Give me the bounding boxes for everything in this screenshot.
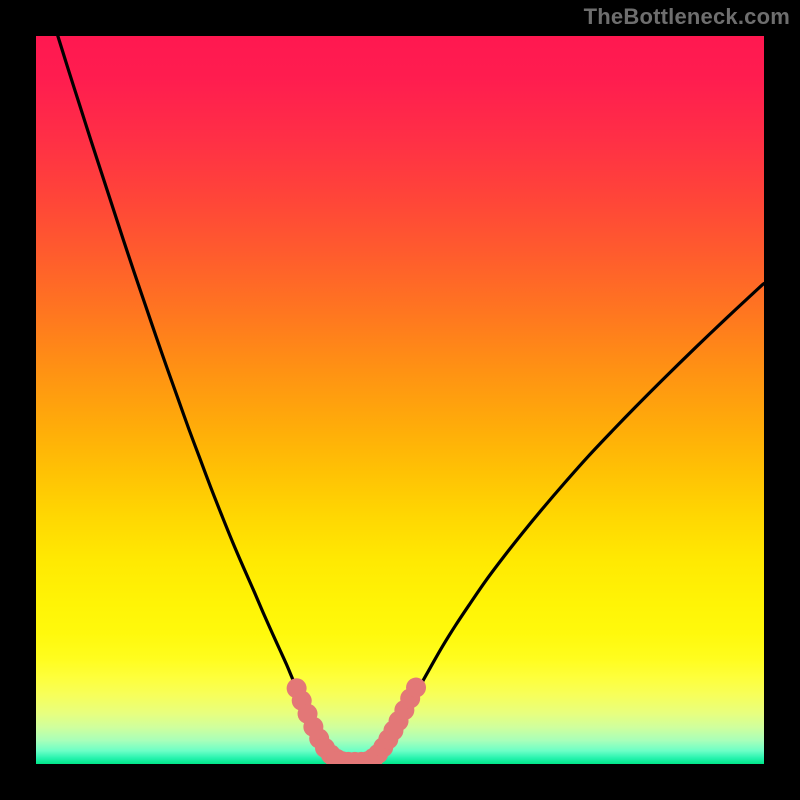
- bottleneck-plot: [36, 36, 764, 764]
- plot-background: [36, 36, 764, 764]
- watermark: TheBottleneck.com: [584, 4, 790, 30]
- watermark-text: TheBottleneck.com: [584, 4, 790, 30]
- marker-dot: [406, 678, 426, 698]
- chart-root: TheBottleneck.com: [0, 0, 800, 800]
